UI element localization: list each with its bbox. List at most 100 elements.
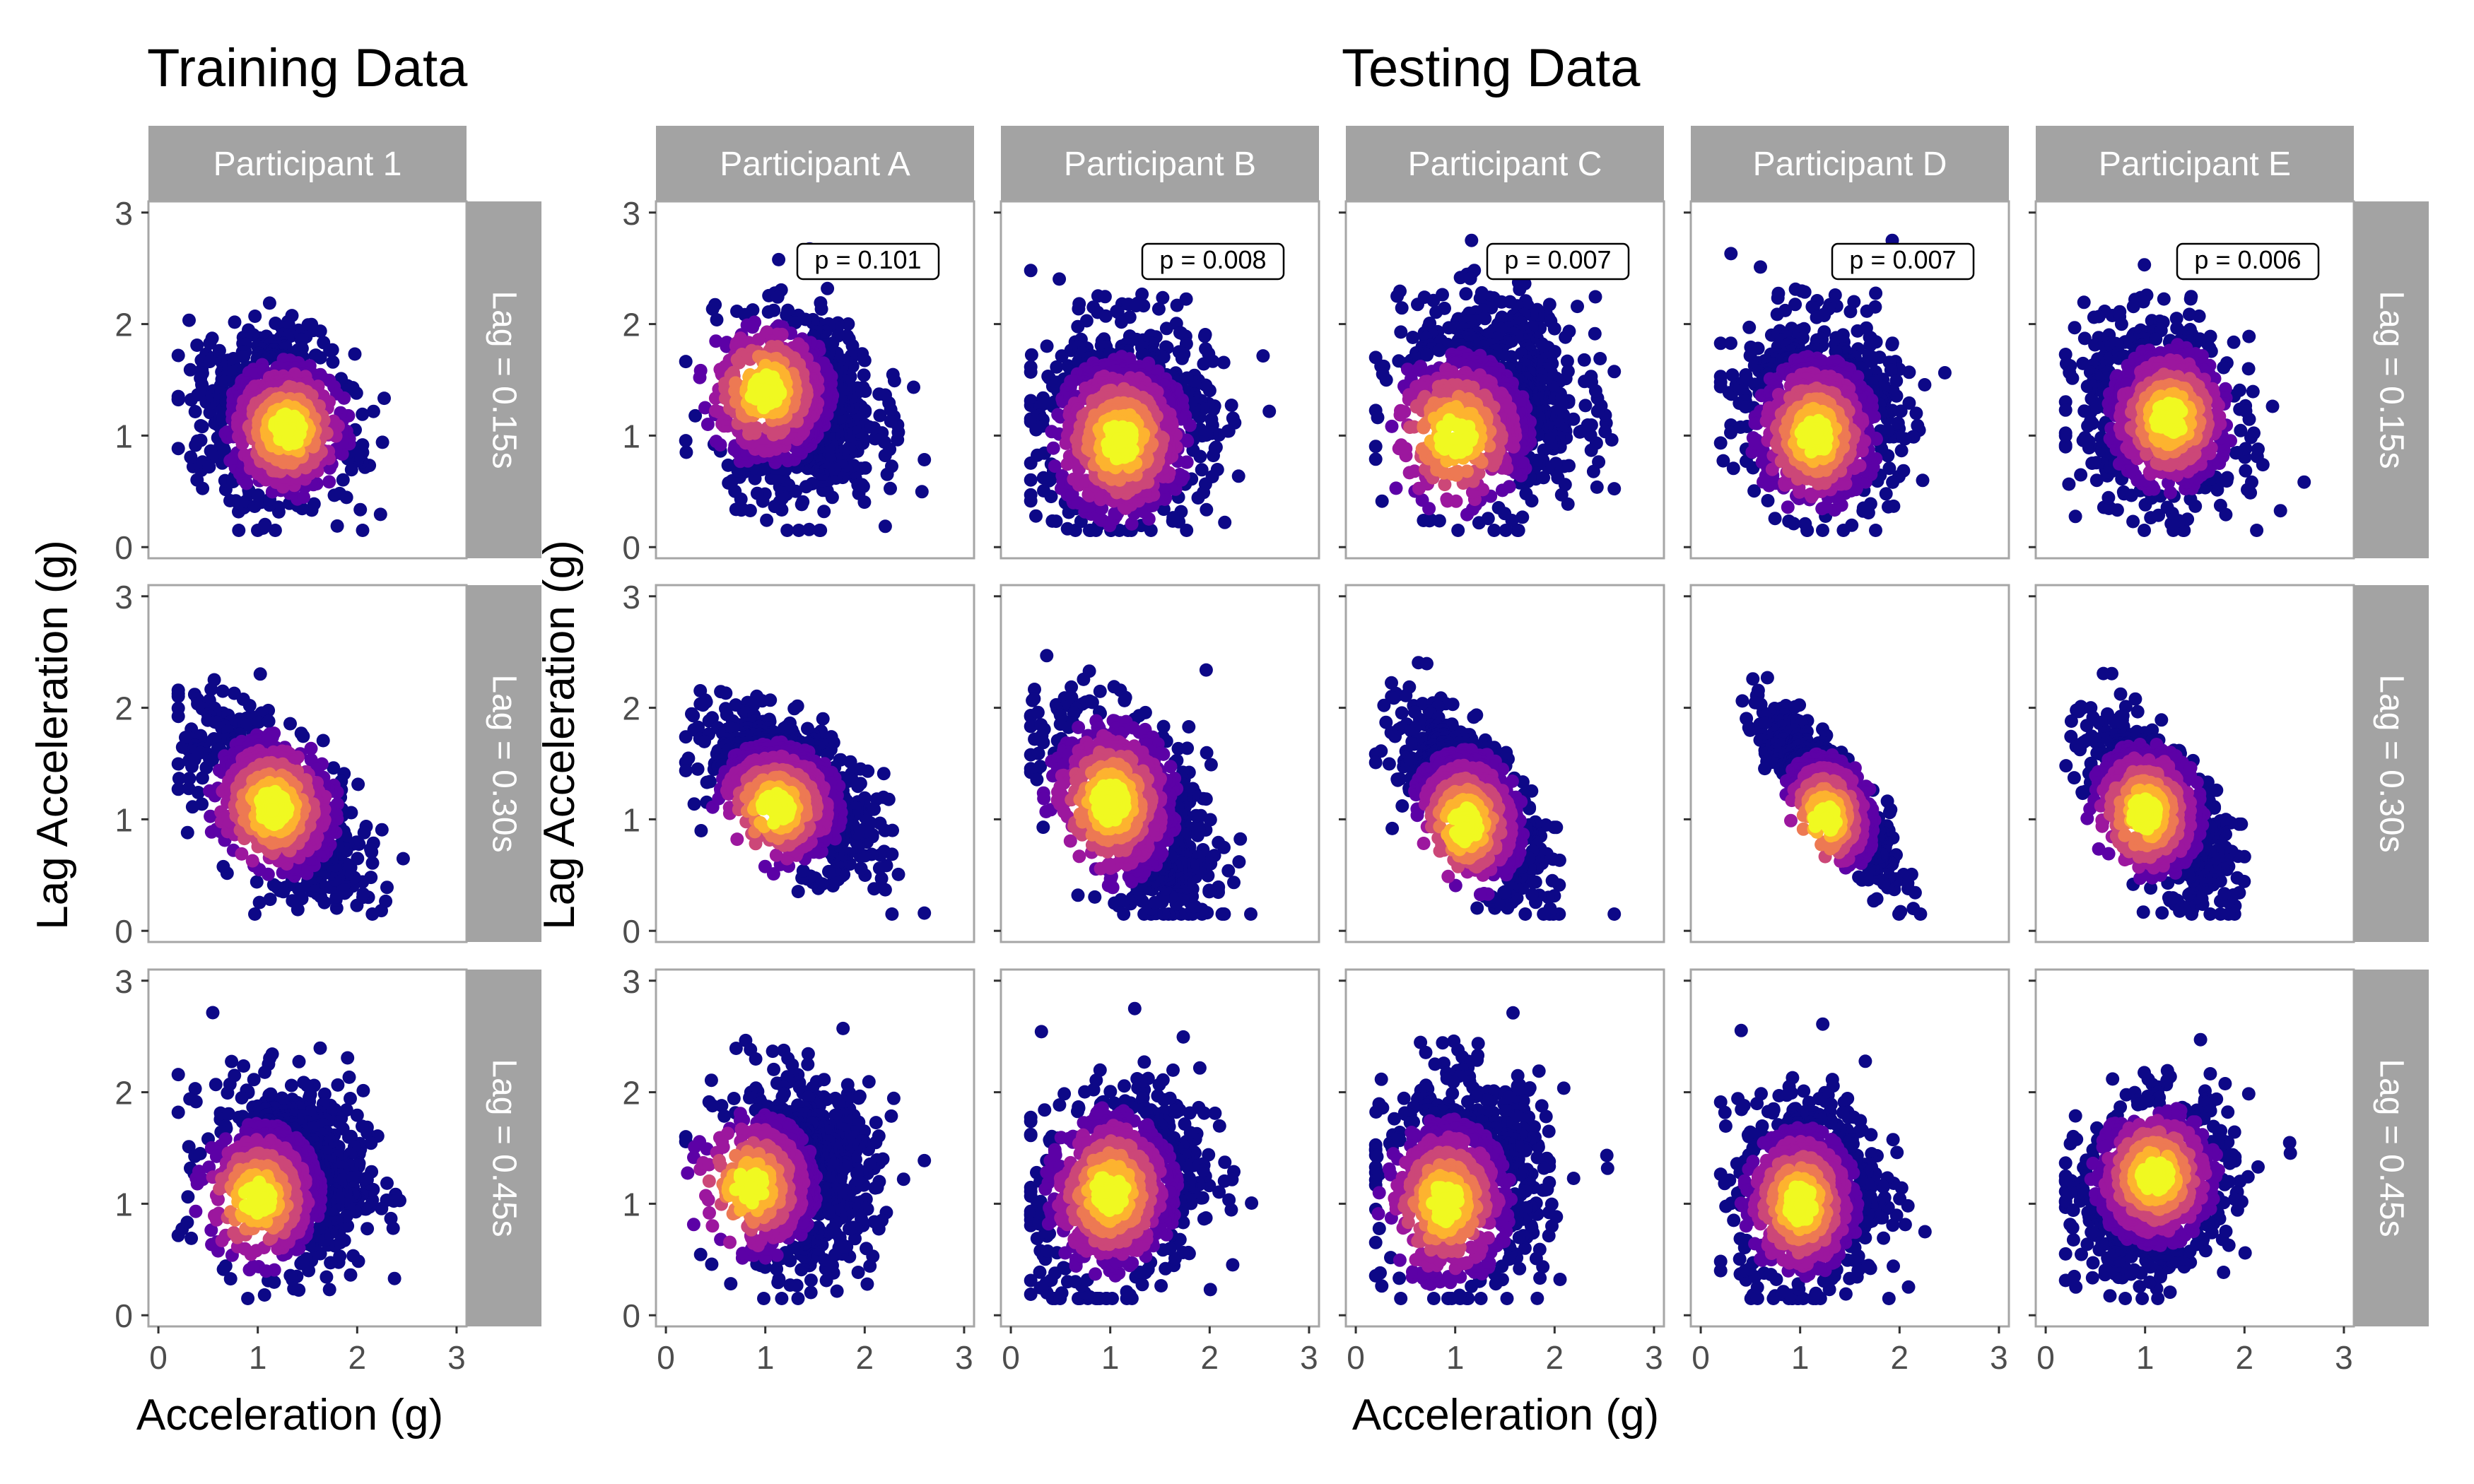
density-point (814, 302, 828, 316)
density-point (251, 1192, 265, 1206)
y-tick-label: 0 (115, 1297, 133, 1334)
density-point (225, 1054, 239, 1068)
density-point (262, 296, 276, 310)
density-point (251, 488, 265, 502)
density-point (878, 519, 892, 534)
density-point (313, 1041, 327, 1055)
density-point (250, 875, 264, 889)
density-point (787, 702, 802, 716)
density-point (171, 709, 185, 724)
density-point (679, 445, 693, 459)
y-tick-label: 1 (115, 1186, 133, 1223)
density-point (877, 767, 891, 781)
density-point (297, 490, 310, 504)
density-point (327, 488, 341, 502)
density-point (878, 449, 892, 463)
density-point (862, 1075, 876, 1089)
density-point (360, 1222, 375, 1236)
density-point (857, 368, 871, 382)
density-point (366, 404, 380, 418)
density-point (915, 485, 929, 499)
density-point (780, 524, 795, 537)
training-title: Training Data (147, 38, 468, 98)
y-tick-label: 3 (622, 579, 640, 616)
y-tick-label: 2 (622, 307, 640, 343)
density-point (184, 1231, 199, 1245)
density-point (373, 507, 387, 522)
density-point (331, 1078, 345, 1092)
y-tick-label: 2 (115, 1075, 133, 1112)
density-point (171, 1105, 185, 1119)
density-point (171, 348, 185, 363)
x-tick-label: 0 (149, 1339, 168, 1376)
density-point (209, 1078, 223, 1092)
column-strip-testing-0: Participant A (656, 126, 974, 201)
density-point (758, 859, 772, 873)
density-point (195, 420, 209, 434)
density-point (679, 355, 693, 369)
density-point (284, 1078, 298, 1093)
density-point (262, 714, 276, 729)
density-point (694, 824, 708, 837)
density-point (216, 684, 230, 698)
y-tick-label: 1 (622, 801, 640, 838)
testing-title: Testing Data (1342, 38, 1641, 98)
density-point (830, 1284, 844, 1298)
density-point (356, 1083, 370, 1097)
density-point (679, 764, 693, 777)
row-strip-training-2: Lag = 0.45s (467, 970, 541, 1326)
density-point (180, 1215, 194, 1230)
density-point (245, 854, 259, 868)
density-point (283, 1268, 298, 1283)
density-point (348, 347, 362, 361)
density-point (907, 380, 920, 394)
density-point (760, 513, 774, 527)
density-point (880, 467, 894, 481)
density-point (235, 1091, 249, 1105)
density-point (918, 1153, 932, 1167)
density-point (185, 760, 199, 774)
density-point (307, 497, 321, 511)
y-tick-label: 3 (115, 579, 133, 616)
y-tick-label: 2 (622, 690, 640, 727)
density-point (719, 686, 733, 700)
density-point (686, 709, 700, 723)
density-point (228, 315, 242, 329)
density-point (766, 1044, 780, 1059)
density-point (257, 1288, 271, 1302)
density-point (323, 343, 337, 358)
density-point (727, 1092, 741, 1105)
density-point (384, 1211, 398, 1225)
density-point (344, 463, 358, 477)
density-point (851, 1266, 865, 1279)
density-point (180, 825, 194, 840)
density-point (681, 751, 696, 765)
density-point (819, 1273, 833, 1288)
density-point (886, 367, 900, 382)
density-point (380, 881, 394, 895)
density-point (710, 313, 724, 326)
density-point (757, 1292, 770, 1305)
density-point (377, 391, 391, 406)
density-point (189, 1204, 203, 1218)
density-point (693, 1247, 708, 1261)
density-point (316, 734, 330, 748)
density-point (801, 1057, 815, 1071)
x-tick-label: 1 (249, 1339, 267, 1376)
y-tick-label: 3 (115, 963, 133, 1000)
density-point (691, 762, 705, 776)
density-point (171, 689, 185, 703)
density-point (171, 1068, 185, 1082)
row-strip-training-1: Lag = 0.30s (467, 585, 541, 942)
density-point (918, 906, 932, 920)
density-point (365, 907, 380, 921)
density-point (292, 1054, 306, 1068)
density-point (189, 1095, 203, 1109)
density-point (356, 407, 370, 421)
density-point (679, 434, 693, 448)
